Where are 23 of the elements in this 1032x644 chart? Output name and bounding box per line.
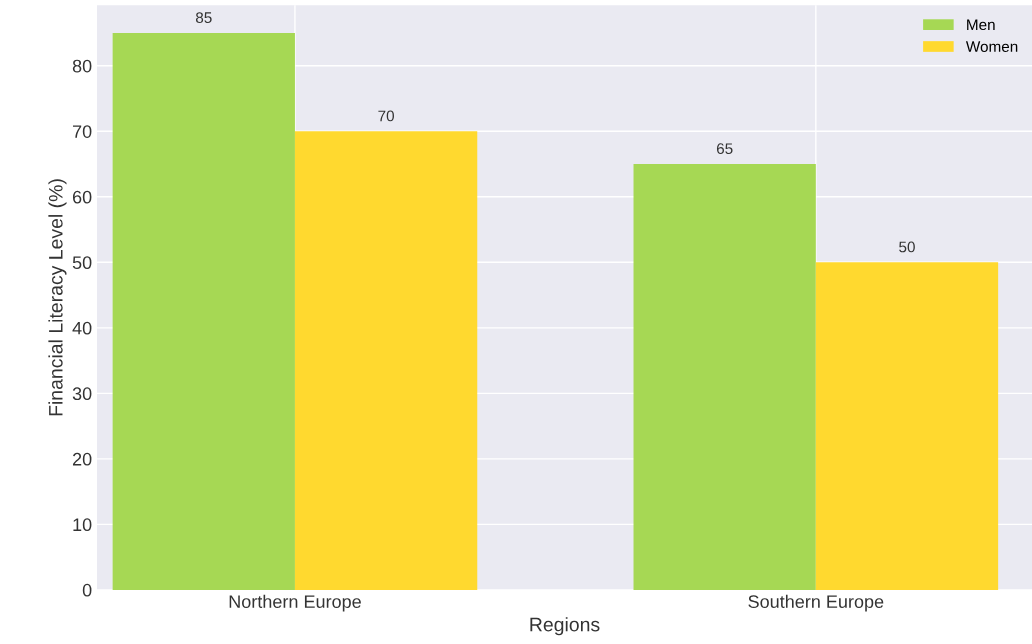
data-label: 70 xyxy=(378,110,394,122)
bar xyxy=(633,164,816,590)
y-tick-label: 0 xyxy=(82,583,92,597)
data-label: 85 xyxy=(195,12,212,24)
y-tick-label: 40 xyxy=(72,321,92,335)
y-tick-label: 10 xyxy=(73,518,92,532)
y-tick-label: 50 xyxy=(72,256,92,270)
data-label: 65 xyxy=(716,143,733,155)
y-tick-label: 20 xyxy=(72,452,92,466)
bar xyxy=(294,131,478,590)
x-tick-label: Southern Europe xyxy=(748,594,884,612)
x-tick-label: Northern Europe xyxy=(229,594,361,612)
y-tick-label: 80 xyxy=(72,59,92,73)
bar xyxy=(815,262,999,590)
y-tick-label: 70 xyxy=(72,125,92,138)
bar xyxy=(112,33,295,590)
x-axis-title: Regions xyxy=(530,617,600,636)
y-tick-label: 30 xyxy=(72,387,92,401)
y-tick-label: 60 xyxy=(72,190,92,204)
y-axis-title: Financial Literacy Level (%) xyxy=(48,179,67,416)
legend-label: Men xyxy=(967,19,995,31)
data-label: 50 xyxy=(899,241,915,253)
legend-label: Women xyxy=(965,41,1018,52)
